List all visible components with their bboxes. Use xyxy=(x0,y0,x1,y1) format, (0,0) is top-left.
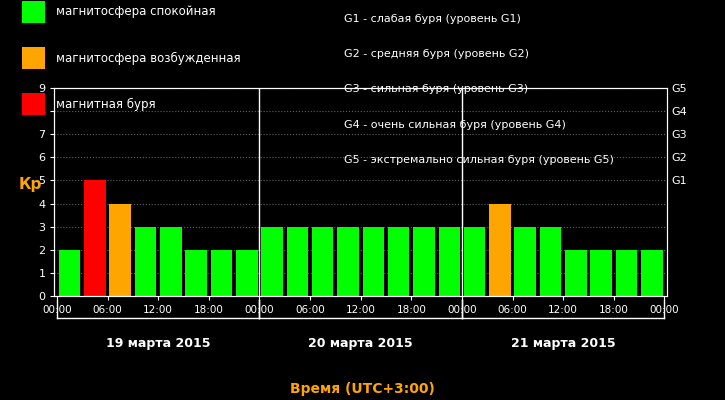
Bar xyxy=(109,204,131,296)
Y-axis label: Кр: Кр xyxy=(18,177,41,192)
Bar xyxy=(489,204,510,296)
Bar xyxy=(186,250,207,296)
Text: G5 - экстремально сильная буря (уровень G5): G5 - экстремально сильная буря (уровень … xyxy=(344,155,614,165)
Text: G2 - средняя буря (уровень G2): G2 - средняя буря (уровень G2) xyxy=(344,49,529,59)
Text: 20 марта 2015: 20 марта 2015 xyxy=(308,338,413,350)
Text: G1 - слабая буря (уровень G1): G1 - слабая буря (уровень G1) xyxy=(344,14,521,24)
Bar xyxy=(59,250,80,296)
Bar xyxy=(286,227,308,296)
Bar xyxy=(236,250,257,296)
Bar xyxy=(590,250,612,296)
Bar xyxy=(84,180,106,296)
Bar xyxy=(413,227,435,296)
Bar xyxy=(312,227,334,296)
Text: G4 - очень сильная буря (уровень G4): G4 - очень сильная буря (уровень G4) xyxy=(344,120,566,130)
Bar xyxy=(515,227,536,296)
Bar xyxy=(540,227,561,296)
Text: 21 марта 2015: 21 марта 2015 xyxy=(511,338,616,350)
Bar xyxy=(211,250,232,296)
Bar xyxy=(641,250,663,296)
Text: G3 - сильная буря (уровень G3): G3 - сильная буря (уровень G3) xyxy=(344,84,529,94)
Bar xyxy=(565,250,587,296)
Text: магнитная буря: магнитная буря xyxy=(56,98,155,110)
Bar xyxy=(616,250,637,296)
Bar xyxy=(439,227,460,296)
Text: магнитосфера возбужденная: магнитосфера возбужденная xyxy=(56,52,241,64)
Bar xyxy=(362,227,384,296)
Text: Время (UTC+3:00): Время (UTC+3:00) xyxy=(290,382,435,396)
Bar xyxy=(464,227,485,296)
Bar xyxy=(337,227,359,296)
Text: магнитосфера спокойная: магнитосфера спокойная xyxy=(56,6,215,18)
Bar xyxy=(160,227,181,296)
Bar xyxy=(388,227,410,296)
Bar xyxy=(135,227,157,296)
Bar xyxy=(261,227,283,296)
Text: 19 марта 2015: 19 марта 2015 xyxy=(106,338,210,350)
